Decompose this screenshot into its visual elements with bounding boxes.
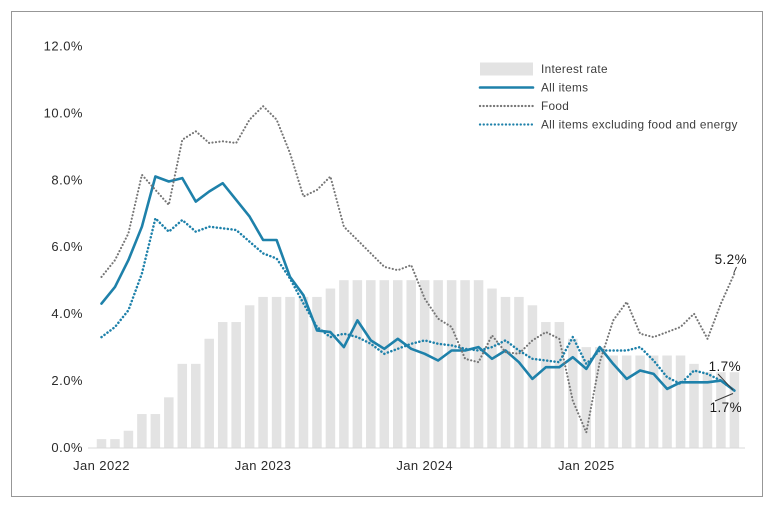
bar-interest-rate	[460, 280, 470, 448]
legend-item-food: Food	[478, 99, 569, 113]
bar-interest-rate	[191, 363, 201, 448]
bar-interest-rate	[352, 280, 363, 448]
bar-interest-rate	[729, 372, 740, 448]
bar-interest-rate	[271, 296, 282, 448]
y-axis-tick-label: 0.0%	[51, 440, 83, 455]
bar-interest-rate	[123, 430, 134, 448]
bar-interest-rate	[568, 338, 578, 448]
bar-interest-rate	[244, 305, 255, 448]
line-food	[100, 105, 736, 434]
bar-interest-rate	[662, 355, 672, 448]
bar-interest-rate	[473, 280, 484, 448]
y-axis-tick-label: 2.0%	[51, 373, 83, 388]
bar-interest-rate	[514, 296, 524, 448]
bar-interest-rate	[96, 439, 107, 448]
x-axis: Jan 2022 Jan 2023 Jan 2024 Jan 2025	[73, 458, 615, 473]
bar-interest-rate	[527, 305, 538, 448]
end-label-leader	[714, 393, 734, 402]
bar-interest-rate	[621, 355, 632, 448]
bar-interest-rate	[500, 296, 511, 448]
bar-interest-rate	[675, 355, 686, 448]
end-label-food: 5.2%	[715, 252, 747, 267]
bar-interest-rate	[702, 372, 713, 448]
bar-interest-rate	[231, 322, 241, 448]
end-label-leader	[733, 266, 737, 274]
bar-interest-rate	[716, 372, 726, 448]
y-axis-tick-label: 12.0%	[44, 38, 83, 53]
bars-interest-rate	[96, 280, 740, 448]
legend: Interest rate All items Food All items excl…	[478, 62, 738, 132]
bar-interest-rate	[648, 355, 659, 448]
bar-interest-rate	[285, 296, 295, 448]
x-axis-tick-label: Jan 2023	[235, 458, 292, 473]
bar-interest-rate	[366, 280, 376, 448]
bar-interest-rate	[433, 280, 443, 448]
end-label-all-items: 1.7%	[710, 400, 742, 415]
line-all-items-excluding-food-and-energy	[100, 217, 736, 392]
bar-interest-rate	[217, 322, 228, 448]
bar-interest-rate	[110, 439, 120, 448]
bar-interest-rate	[150, 414, 161, 448]
bar-interest-rate	[635, 355, 645, 448]
y-axis-tick-label: 10.0%	[44, 105, 83, 120]
legend-item-interest-rate: Interest rate	[480, 62, 608, 76]
bar-interest-rate	[689, 363, 699, 448]
y-axis-tick-label: 8.0%	[51, 172, 83, 187]
bar-interest-rate	[419, 280, 430, 448]
bar-interest-rate	[446, 280, 457, 448]
bar-interest-rate	[581, 347, 592, 448]
bar-interest-rate	[406, 280, 416, 448]
y-axis-tick-label: 6.0%	[51, 239, 83, 254]
end-labels: 5.2% 1.7% 1.7%	[709, 252, 747, 415]
bar-interest-rate	[487, 288, 497, 448]
legend-label: All items excluding food and energy	[541, 118, 738, 132]
bar-interest-rate	[312, 296, 322, 448]
y-axis: 0.0% 2.0% 4.0% 6.0% 8.0% 10.0% 12.0%	[44, 38, 83, 455]
legend-item-all-items-excluding-food-and-energy: All items excluding food and energy	[478, 118, 738, 132]
legend-label: Interest rate	[541, 62, 608, 76]
legend-label: All items	[541, 81, 588, 95]
bar-interest-rate	[554, 322, 565, 448]
bar-interest-rate	[594, 347, 605, 448]
bar-interest-rate	[164, 397, 174, 448]
legend-label: Food	[541, 99, 569, 113]
end-label-leader	[717, 373, 734, 391]
x-axis-tick-label: Jan 2025	[558, 458, 615, 473]
line-all-items	[100, 175, 736, 392]
x-axis-tick-label: Jan 2024	[396, 458, 453, 473]
legend-swatch-bar	[480, 62, 533, 76]
bar-interest-rate	[608, 355, 618, 448]
bar-interest-rate	[541, 322, 551, 448]
bar-interest-rate	[339, 280, 349, 448]
bar-interest-rate	[137, 414, 147, 448]
legend-item-all-items: All items	[478, 81, 588, 95]
bar-interest-rate	[379, 280, 390, 448]
bar-interest-rate	[177, 363, 188, 448]
bar-interest-rate	[204, 338, 214, 448]
y-axis-tick-label: 4.0%	[51, 306, 83, 321]
bar-interest-rate	[298, 296, 309, 448]
x-axis-tick-label: Jan 2022	[73, 458, 130, 473]
bar-interest-rate	[393, 280, 403, 448]
end-label-all-items-excluding-food-and-energy: 1.7%	[709, 359, 741, 374]
bar-interest-rate	[325, 288, 336, 448]
bar-interest-rate	[258, 296, 268, 448]
